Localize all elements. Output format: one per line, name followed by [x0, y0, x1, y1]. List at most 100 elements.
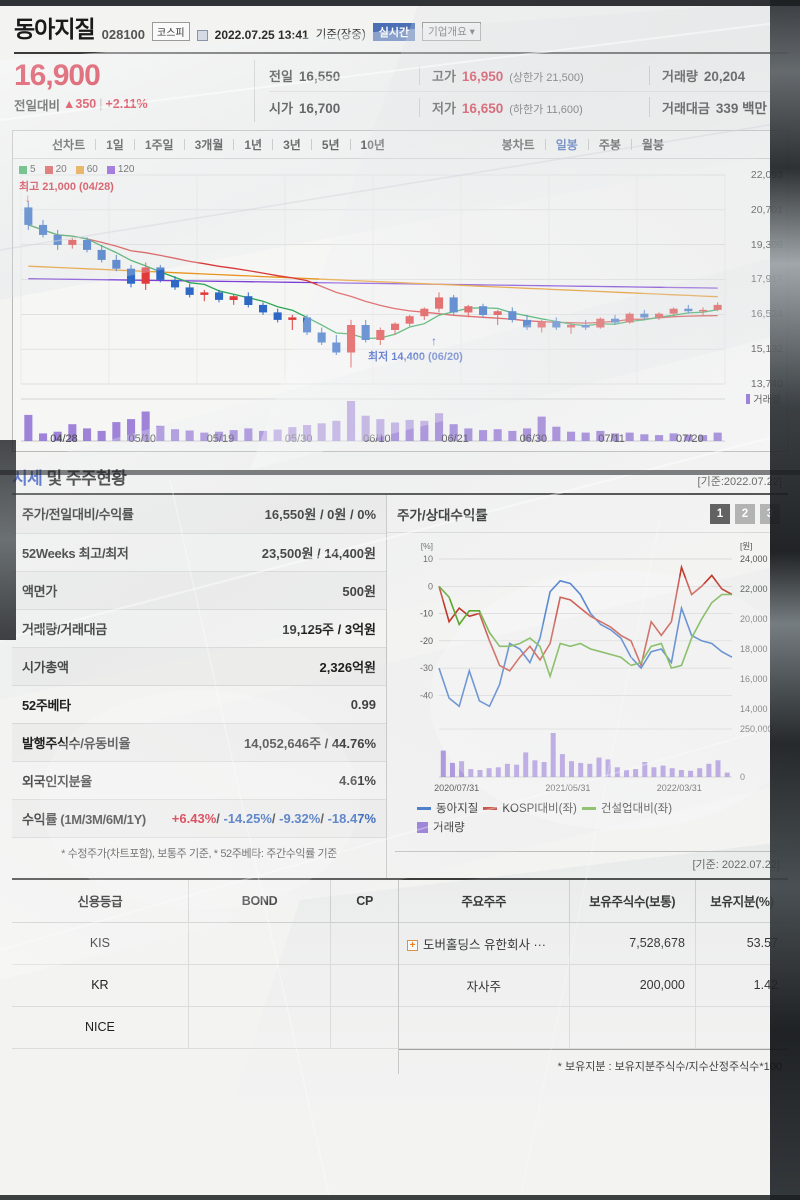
credit-rating-wrap: 신용등급 BOND CP KIS KR NICE	[12, 880, 399, 1074]
svg-text:2020/07/31: 2020/07/31	[434, 783, 479, 793]
volume-label: 거래량	[662, 69, 698, 84]
shareholder-header-row: 주요주주 보유주식수(보통) 보유지분(%)	[399, 880, 788, 923]
company-overview-dropdown[interactable]: 기업개요 ▾	[422, 22, 481, 41]
quote-row-value: 2,326억원	[158, 647, 386, 686]
line-chart-label[interactable]: 선차트	[52, 138, 86, 152]
section-title: 시세 및 주주현황	[12, 469, 127, 488]
shareholder-header-cell: 주요주주	[399, 880, 570, 923]
period-10년[interactable]: 10년	[360, 138, 385, 152]
x-tick: 06/21	[441, 433, 469, 445]
candle-chart-label[interactable]: 봉차트	[501, 138, 535, 152]
svg-text:0: 0	[428, 581, 433, 591]
quote-row: 액면가 500원	[12, 571, 386, 610]
x-tick: 04/28	[50, 433, 78, 445]
return-rate-label: 수익률 (1M/3M/6M/1Y)	[12, 799, 159, 838]
x-tick: 06/30	[519, 433, 548, 445]
x-tick: 06/10	[363, 433, 391, 445]
candle-period-일봉[interactable]: 일봉	[555, 138, 578, 152]
annotation-high: 최고 21,000 (04/28)	[19, 181, 114, 193]
quote-row-value: 19,125주 / 3억원	[158, 609, 386, 648]
quote-row-label: 발행주식수/유동비율	[12, 723, 159, 762]
shareholder-ratio: 1.42	[695, 964, 788, 1007]
candle-period-주봉[interactable]: 주봉	[598, 138, 621, 152]
quote-row-label: 외국인지분율	[12, 761, 159, 800]
low-label: 저가	[432, 100, 456, 116]
price-detail-grid: 전일 16,550 고가 16,950 (상한가 21,500) 거래량 20,…	[254, 60, 788, 122]
legend-swatch-동아지질	[417, 806, 431, 810]
realtime-badge[interactable]: 실시간	[372, 23, 416, 41]
quote-row-label: 52Weeks 최고/최저	[12, 533, 159, 572]
relative-tab-2[interactable]: 2	[735, 503, 755, 524]
relative-chart-basis: [기준: 2022.07.22]	[692, 859, 780, 871]
chart-container: 선차트 1일 1주일 3개월 1년 3년 5년 10년 봉차트 일봉 주봉 월봉 5 20 60 12…	[12, 130, 788, 452]
shareholder-row: + 도버홀딩스 유한회사 ··· 7,528,678 53.57	[399, 922, 788, 965]
expand-plus-icon[interactable]: +	[407, 939, 418, 951]
credit-value	[330, 922, 398, 965]
period-3년[interactable]: 3년	[283, 138, 301, 152]
period-1년[interactable]: 1년	[244, 138, 263, 152]
quote-table: 주가/전일대비/수익률 16,550원 / 0원 / 0% 52Weeks 최고/최…	[12, 495, 386, 838]
relative-return-chart[interactable]: 10 0 -10 -20 -30 -40 24,000 22,000 20,000 18,000 1…	[387, 533, 788, 878]
period-1주일[interactable]: 1주일	[144, 138, 174, 152]
svg-text:0: 0	[740, 772, 745, 782]
quote-row: 주가/전일대비/수익률 16,550원 / 0원 / 0%	[12, 495, 386, 534]
credit-rating-row: NICE	[12, 1006, 398, 1049]
quote-row-value: 4.61%	[158, 761, 386, 800]
quote-row: 52주베타 0.99	[12, 685, 386, 724]
svg-text:[원]: [원]	[740, 541, 753, 551]
price-row-1: 전일 16,550 고가 16,950 (상한가 21,500) 거래량 20,…	[269, 60, 788, 91]
quote-row-label: 거래량/거래대금	[12, 609, 159, 648]
price-row-2: 시가 16,700 저가 16,650 (하한가 11,600) 거래대금 33…	[269, 91, 788, 122]
candle-period-월봉[interactable]: 월봉	[641, 138, 664, 152]
open-label: 시가	[269, 100, 293, 116]
credit-rating-table: 신용등급 BOND CP KIS KR NICE	[12, 880, 398, 1049]
legend-label: 동아지질	[436, 803, 479, 815]
line-chart-controls: 선차트 1일 1주일 3개월 1년 3년 5년 10년	[13, 136, 388, 153]
svg-text:20,000: 20,000	[740, 614, 768, 624]
shareholder-shares: 200,000	[569, 964, 696, 1007]
svg-text:-10: -10	[420, 609, 433, 619]
credit-value	[330, 1006, 398, 1049]
candlestick-chart[interactable]: 5 20 60 120 최고 21,000 (04/28) ↓ 최저 14,400 (…	[13, 159, 787, 451]
y-tick: 20,701	[750, 203, 783, 216]
company-name: 동아지질	[14, 16, 96, 42]
empty-cell	[569, 1006, 696, 1049]
period-1일[interactable]: 1일	[106, 138, 124, 152]
svg-text:2022/03/31: 2022/03/31	[657, 783, 702, 793]
relative-tab-1[interactable]: 1	[710, 503, 730, 524]
period-5년[interactable]: 5년	[321, 138, 340, 152]
svg-text:-30: -30	[420, 663, 433, 673]
current-price: 16,900	[14, 59, 101, 92]
shareholder-header-cell: 보유주식수(보통)	[569, 880, 696, 923]
moving-average-legend: 5 20 60 120	[19, 164, 135, 175]
ma-legend-60: 60	[75, 164, 98, 175]
current-price-block: 16,900 전일대비 ▲350 | +2.11%	[14, 60, 254, 122]
y-tick: 19,309	[750, 238, 783, 251]
quote-row-label: 52주베타	[12, 685, 159, 724]
shareholder-header-cell: 보유지분(%)	[695, 880, 788, 923]
y-tick: 15,132	[750, 343, 783, 356]
quote-table-wrap: 주가/전일대비/수익률 16,550원 / 0원 / 0% 52Weeks 최고/최…	[12, 495, 387, 878]
x-tick: 07/20	[676, 433, 704, 445]
quote-row-label: 주가/전일대비/수익률	[12, 495, 159, 534]
relative-panel-title: 주가/상대수익률	[397, 507, 488, 523]
lower-limit: (하한가 11,600)	[509, 103, 583, 116]
svg-text:16,000: 16,000	[740, 674, 768, 684]
relative-tab-3[interactable]: 3	[760, 503, 780, 524]
candle-chart-controls: 봉차트 일봉 주봉 월봉	[499, 136, 787, 153]
quote-table-note: * 수정주가(차트포함), 보통주 기준, * 52주베타: 주간수익률 기준	[61, 847, 337, 860]
credit-value	[188, 1006, 332, 1049]
relative-chart-divider	[395, 851, 780, 852]
quote-row: 발행주식수/유동비율 14,052,646주 / 44.76%	[12, 723, 386, 762]
annotation-low: 최저 14,400 (06/20)	[368, 351, 463, 363]
bottom-tables: 신용등급 BOND CP KIS KR NICE 주요주주 보유주식수(보통) 보유지분(%…	[12, 878, 788, 1074]
svg-text:18,000: 18,000	[740, 644, 768, 654]
shareholder-note: * 보유지분 : 보유지분주식수/지수산정주식수*100	[399, 1048, 788, 1074]
svg-text:[%]: [%]	[421, 541, 433, 551]
shareholder-name[interactable]: + 도버홀딩스 유한회사 ···	[399, 922, 570, 965]
svg-text:24,000: 24,000	[740, 554, 768, 564]
calendar-icon[interactable]	[196, 30, 208, 41]
period-3개월[interactable]: 3개월	[194, 138, 224, 152]
